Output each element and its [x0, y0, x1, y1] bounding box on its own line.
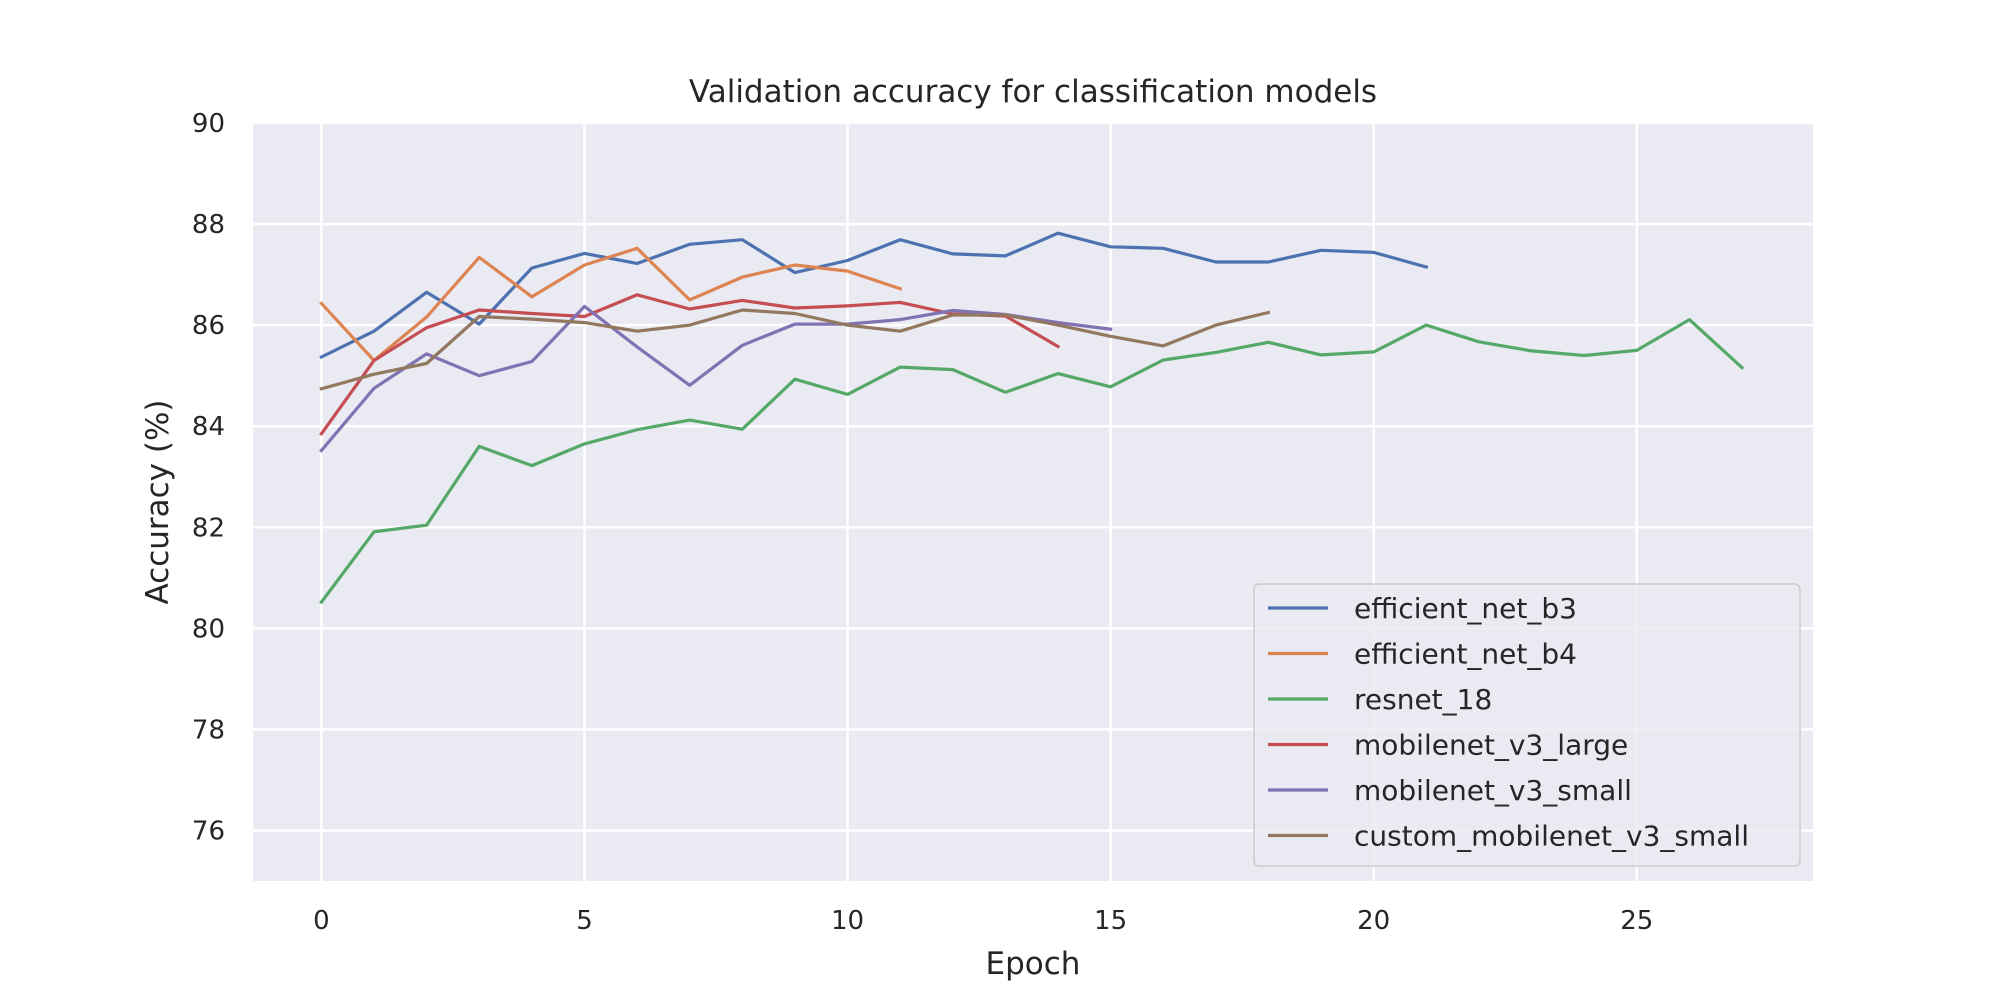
legend-box: [1253, 583, 1801, 867]
y-tick-label: 78: [192, 715, 225, 745]
chart-title: Validation accuracy for classification m…: [689, 74, 1377, 110]
series-line-resnet-18: [319, 318, 1745, 605]
series-line-custom-mobilenet-v3-small: [319, 308, 1271, 391]
series-line-efficient-net-b4: [319, 246, 903, 363]
legend-label: mobilenet_v3_large: [1354, 729, 1628, 762]
y-tick-label: 84: [192, 412, 225, 442]
y-axis-label: Accuracy (%): [140, 399, 176, 604]
y-tick-label: 82: [192, 513, 225, 543]
series-layer: [319, 231, 1745, 605]
y-tick-labels: 76 78 80 82 84 86 88 90: [192, 109, 225, 846]
series-line-efficient-net-b3: [319, 231, 1429, 360]
series-line-mobilenet-v3-large: [319, 293, 1061, 437]
y-tick-label: 76: [192, 816, 225, 846]
x-tick-label: 15: [1094, 906, 1127, 936]
legend-label: efficient_net_b4: [1354, 638, 1577, 671]
x-axis-label: Epoch: [986, 946, 1081, 982]
legend-label: mobilenet_v3_small: [1354, 774, 1632, 807]
legend-label: efficient_net_b3: [1354, 592, 1577, 625]
y-tick-label: 86: [192, 311, 225, 341]
legend: efficient_net_b3 efficient_net_b4 resnet_1…: [1253, 583, 1801, 867]
x-tick-label: 20: [1357, 906, 1390, 936]
y-tick-label: 90: [192, 109, 225, 139]
y-tick-label: 80: [192, 614, 225, 644]
series-line-mobilenet-v3-small: [319, 304, 1113, 453]
legend-label: resnet_18: [1354, 683, 1492, 716]
x-tick-label: 10: [831, 906, 864, 936]
x-tick-labels: 0 5 10 15 20 25: [313, 906, 1653, 936]
legend-label: custom_mobilenet_v3_small: [1354, 820, 1749, 853]
x-tick-label: 5: [576, 906, 593, 936]
x-tick-label: 0: [313, 906, 330, 936]
y-tick-label: 88: [192, 210, 225, 240]
x-tick-label: 25: [1620, 906, 1653, 936]
